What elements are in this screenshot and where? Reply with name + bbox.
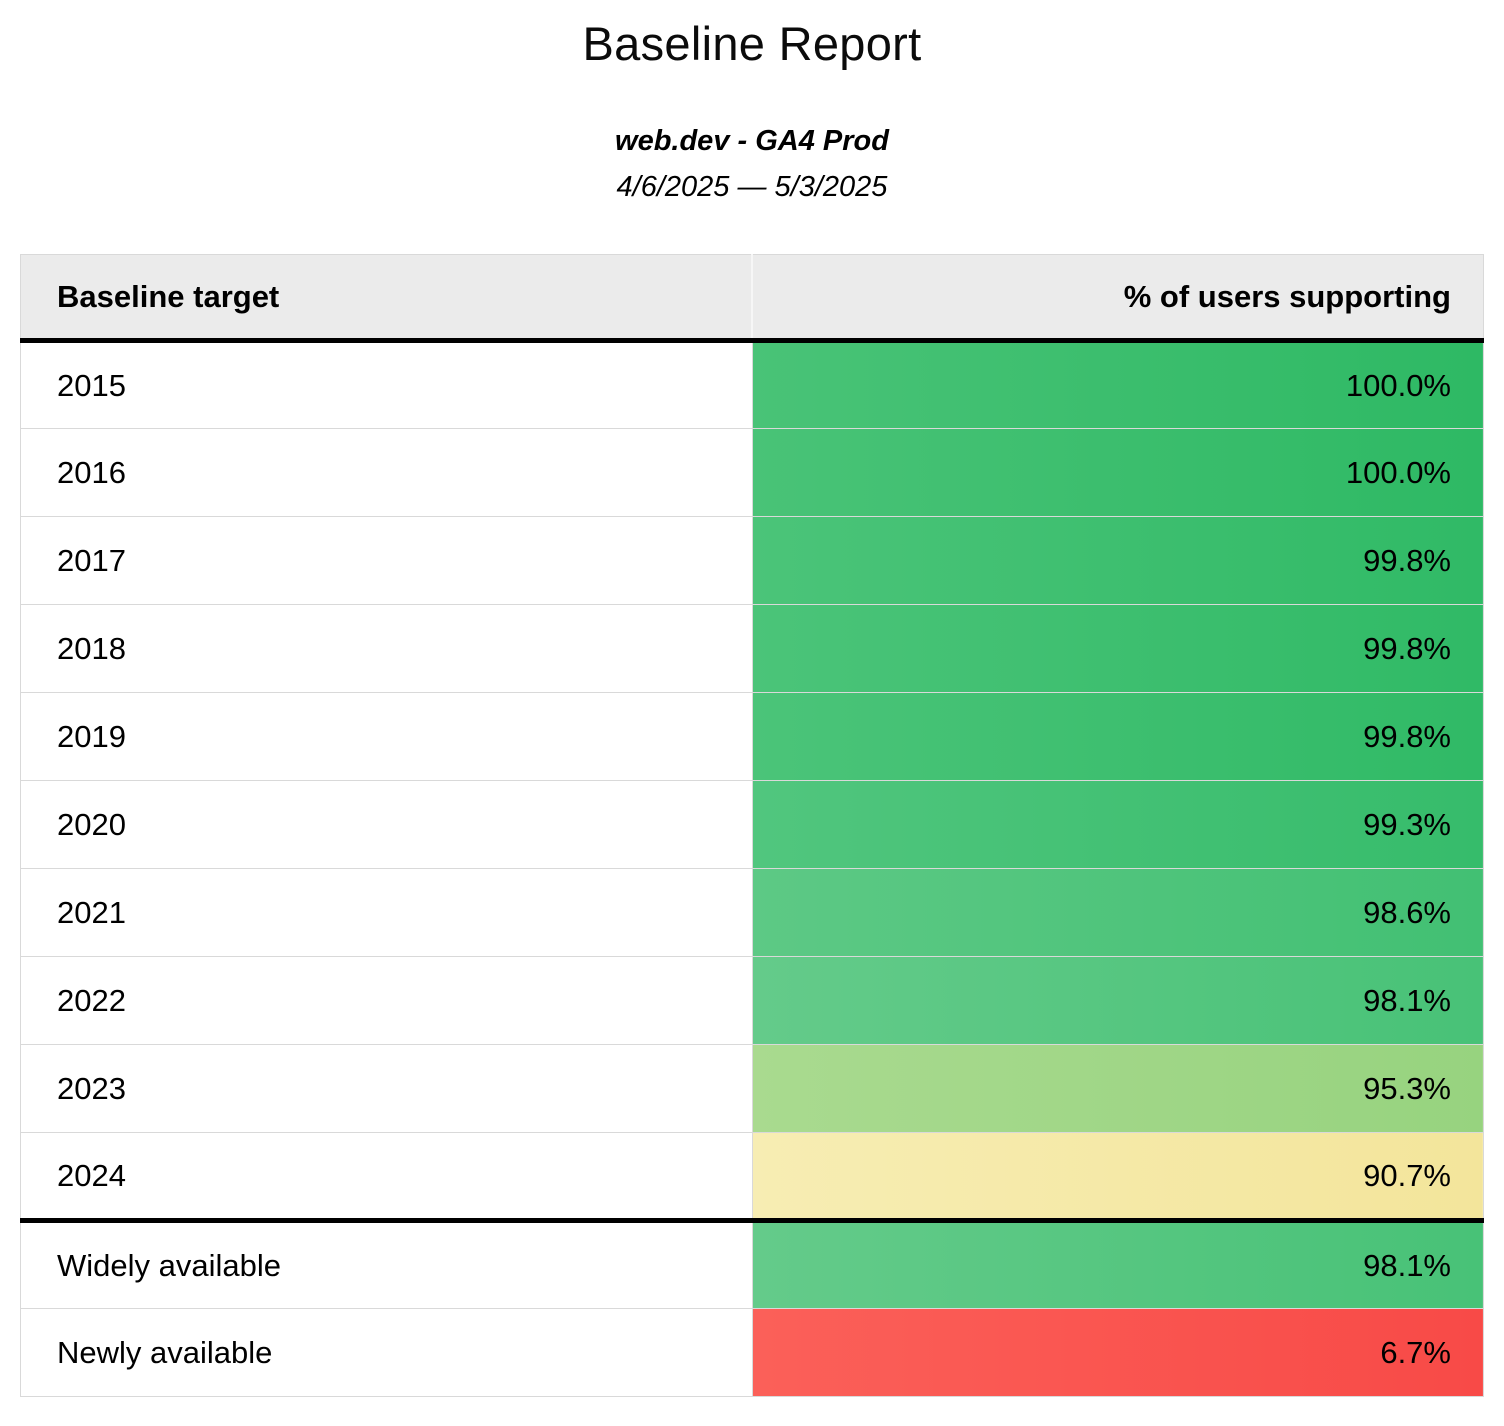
baseline-target-cell: 2015	[20, 340, 753, 429]
baseline-target-cell: 2018	[20, 604, 753, 693]
percent-users-supporting-cell: 100.0%	[751, 428, 1484, 517]
table-row: 2016 100.0%	[20, 428, 1484, 517]
percent-users-supporting-cell: 99.8%	[751, 692, 1484, 781]
column-header-percent-users-supporting: % of users supporting	[751, 254, 1484, 343]
percent-users-supporting-cell: 99.8%	[751, 604, 1484, 693]
percent-users-supporting-cell: 99.8%	[751, 516, 1484, 605]
table-row: 2023 95.3%	[20, 1044, 1484, 1133]
table-row: 2021 98.6%	[20, 868, 1484, 957]
percent-users-supporting-cell: 99.3%	[751, 780, 1484, 869]
percent-users-supporting-cell: 98.6%	[751, 868, 1484, 957]
column-header-baseline-target: Baseline target	[20, 254, 753, 343]
table-row: 2015 100.0%	[20, 340, 1484, 429]
percent-users-supporting-cell: 98.1%	[751, 1218, 1484, 1309]
table-row: Newly available 6.7%	[20, 1308, 1484, 1397]
baseline-report-page: Baseline Report web.dev - GA4 Prod 4/6/2…	[0, 16, 1504, 1397]
table-header-row: Baseline target % of users supporting	[20, 254, 1484, 343]
table-row: 2024 90.7%	[20, 1132, 1484, 1221]
percent-users-supporting-cell: 6.7%	[751, 1308, 1484, 1397]
baseline-target-cell: 2016	[20, 428, 753, 517]
percent-users-supporting-cell: 98.1%	[751, 956, 1484, 1045]
table-row: Widely available 98.1%	[20, 1218, 1484, 1309]
baseline-target-cell: Widely available	[20, 1218, 753, 1309]
baseline-table: Baseline target % of users supporting 20…	[20, 254, 1484, 1397]
baseline-target-cell: 2023	[20, 1044, 753, 1133]
baseline-target-cell: Newly available	[20, 1308, 753, 1397]
baseline-target-cell: 2019	[20, 692, 753, 781]
baseline-target-cell: 2020	[20, 780, 753, 869]
report-date-range: 4/6/2025 — 5/3/2025	[616, 171, 888, 203]
table-head: Baseline target % of users supporting	[20, 254, 1484, 343]
baseline-target-cell: 2022	[20, 956, 753, 1045]
baseline-target-cell: 2024	[20, 1132, 753, 1221]
page-title: Baseline Report	[582, 17, 922, 70]
baseline-target-cell: 2021	[20, 868, 753, 957]
table-row: 2020 99.3%	[20, 780, 1484, 869]
percent-users-supporting-cell: 90.7%	[751, 1132, 1484, 1221]
table-row: 2017 99.8%	[20, 516, 1484, 605]
report-property-subtitle: web.dev - GA4 Prod	[615, 125, 889, 157]
baseline-target-cell: 2017	[20, 516, 753, 605]
percent-users-supporting-cell: 95.3%	[751, 1044, 1484, 1133]
percent-users-supporting-cell: 100.0%	[751, 340, 1484, 429]
table-row: 2022 98.1%	[20, 956, 1484, 1045]
table-body: 2015 100.0% 2016 100.0% 2017 99.8% 2018 99.8% 20…	[20, 340, 1484, 1397]
table-row: 2019 99.8%	[20, 692, 1484, 781]
table-row: 2018 99.8%	[20, 604, 1484, 693]
